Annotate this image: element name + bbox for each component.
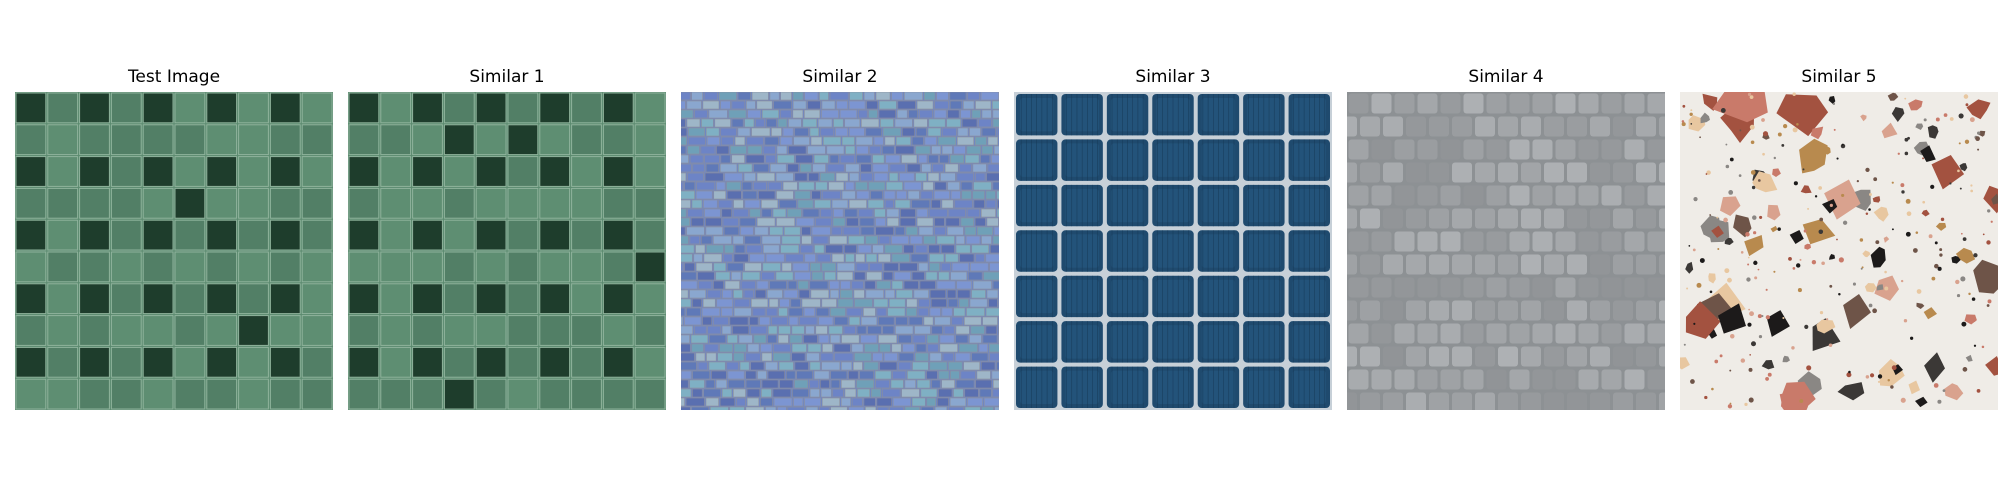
panel-title: Similar 2: [802, 67, 878, 87]
terrazzo-chips-icon: [1680, 92, 1998, 410]
panel-title: Similar 1: [469, 67, 545, 87]
green-square-tiles-icon: [15, 92, 333, 410]
panel-title: Similar 4: [1468, 67, 1544, 87]
solar-panel-cells-icon: [1014, 92, 1332, 410]
panel-title: Test Image: [127, 67, 221, 87]
blue-mosaic-tiles-icon: [681, 92, 999, 410]
gray-cobblestone-icon: [1347, 92, 1665, 410]
green-square-tiles-icon: [348, 92, 666, 410]
panel-title: Similar 3: [1135, 67, 1211, 87]
panel-title: Similar 5: [1801, 67, 1877, 87]
